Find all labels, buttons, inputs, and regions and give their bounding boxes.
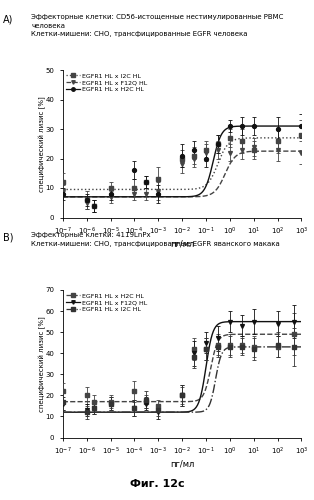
Text: человека: человека	[31, 22, 65, 28]
Text: Эффекторные клетки: 4119LnPx: Эффекторные клетки: 4119LnPx	[31, 232, 151, 238]
Legend: EGFR1 HL x I2C HL, EGFR1 HL x F12Q HL, EGFR1 HL x H2C HL: EGFR1 HL x I2C HL, EGFR1 HL x F12Q HL, E…	[65, 72, 149, 94]
Y-axis label: специфический лизис [%]: специфический лизис [%]	[39, 316, 46, 412]
X-axis label: пг/мл: пг/мл	[170, 460, 194, 469]
Text: Фиг. 12c: Фиг. 12c	[130, 479, 184, 489]
X-axis label: пг/мл: пг/мл	[170, 240, 194, 249]
Text: Клетки-мишени: CHO, трансфицированные EGFR яванского макака: Клетки-мишени: CHO, трансфицированные EG…	[31, 241, 280, 247]
Text: A): A)	[3, 14, 14, 24]
Text: B): B)	[3, 232, 14, 242]
Text: Эффекторные клетки: CD56-истощенные нестимулированные PBMC: Эффекторные клетки: CD56-истощенные нест…	[31, 14, 284, 20]
Y-axis label: специфический лизис [%]: специфический лизис [%]	[39, 96, 46, 192]
Legend: EGFR1 HL x H2C HL, EGFR1 HL x F12Q HL, EGFR1 HL x I2C HL: EGFR1 HL x H2C HL, EGFR1 HL x F12Q HL, E…	[65, 292, 149, 314]
Text: Клетки-мишени: CHO, трансфицированные EGFR человека: Клетки-мишени: CHO, трансфицированные EG…	[31, 31, 248, 37]
